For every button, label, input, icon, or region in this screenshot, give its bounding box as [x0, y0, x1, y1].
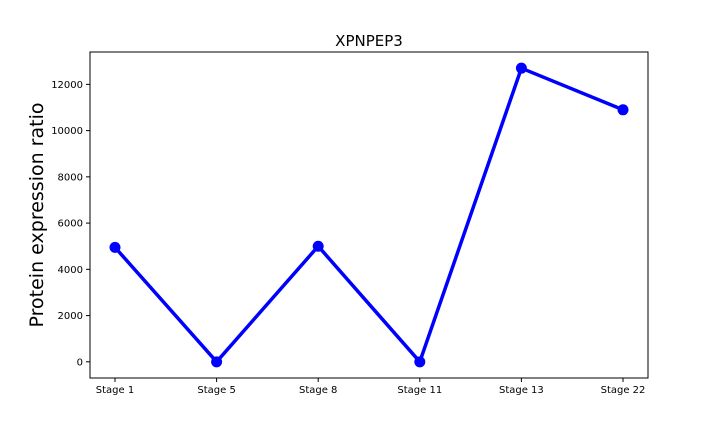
data-point	[515, 62, 527, 74]
plot-area-frame	[89, 51, 649, 379]
y-tick-label: 10000	[51, 126, 83, 137]
x-tick-label: Stage 22	[601, 385, 646, 396]
y-axis: 0 2000 4000 6000 8000 10000 12000	[51, 80, 90, 368]
x-axis: Stage 1 Stage 5 Stage 8 Stage 11 Stage 13 Sta…	[96, 378, 646, 396]
y-tick-label: 2000	[58, 311, 83, 322]
series-line	[113, 66, 625, 364]
data-point	[109, 241, 121, 253]
y-tick-label: 6000	[58, 219, 83, 230]
y-tick-label: 12000	[51, 80, 83, 91]
y-tick-label: 4000	[58, 265, 83, 276]
x-tick-label: Stage 13	[499, 385, 544, 396]
data-point	[617, 104, 629, 116]
data-point	[414, 356, 426, 368]
x-tick-label: Stage 8	[299, 385, 337, 396]
x-tick-label: Stage 1	[96, 385, 134, 396]
data-point	[211, 356, 223, 368]
x-tick-label: Stage 5	[197, 385, 235, 396]
series-layer	[109, 62, 629, 368]
y-tick-label: 0	[77, 357, 83, 368]
y-axis-label: Protein expression ratio	[26, 103, 48, 328]
y-tick-label: 8000	[58, 172, 83, 183]
chart-title: XPNPEP3	[335, 32, 403, 50]
x-tick-label: Stage 11	[397, 385, 442, 396]
data-point	[312, 240, 324, 252]
